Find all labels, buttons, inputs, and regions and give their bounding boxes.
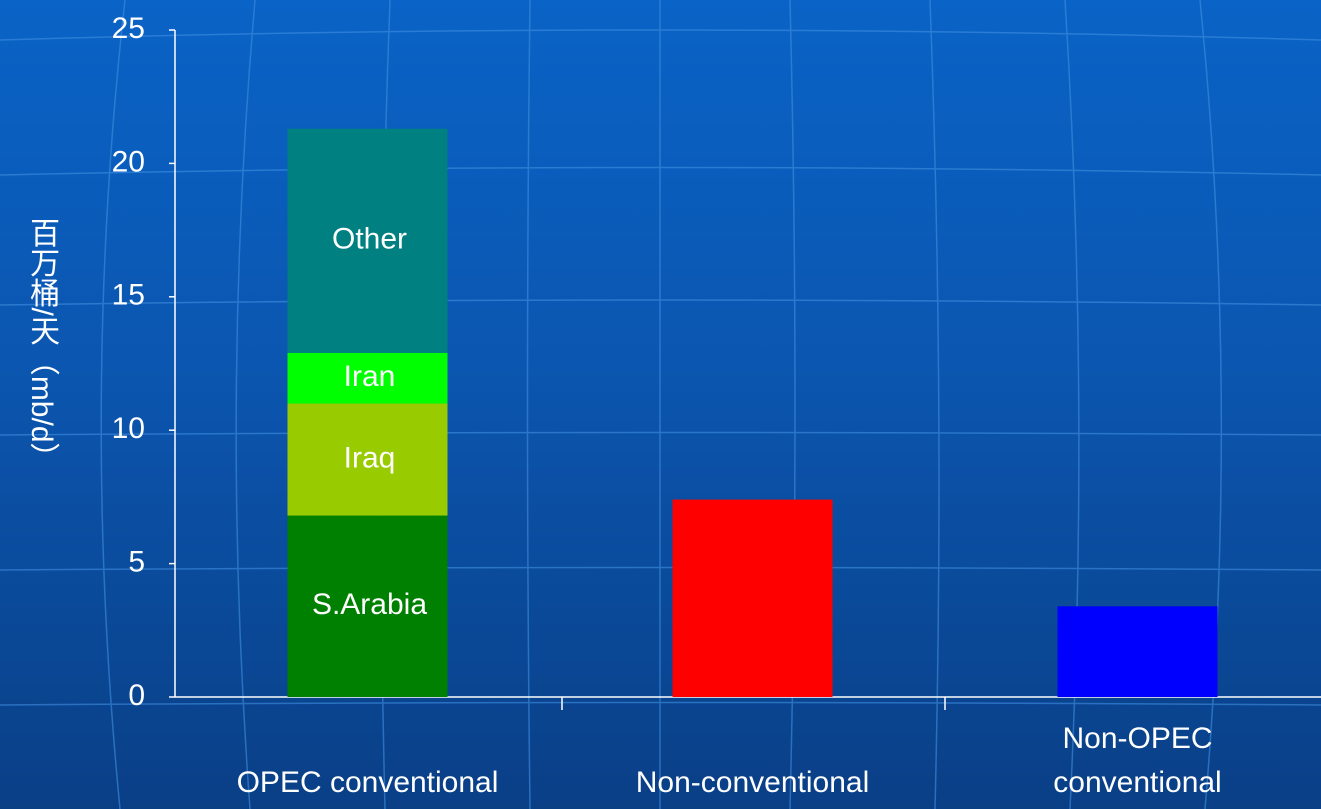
bar-segment [287, 403, 448, 516]
segment-label: S.Arabia [312, 588, 427, 621]
bar-segment [287, 128, 448, 353]
segment-label: Iran [344, 360, 396, 393]
segment-label: Iraq [344, 441, 396, 474]
y-tick-label: 10 [112, 412, 145, 445]
y-tick-label: 20 [112, 145, 145, 178]
y-tick-label: 15 [112, 279, 145, 312]
y-tick-label: 5 [128, 546, 145, 579]
y-axis-label: 百万桶/天（mb/d） [25, 217, 60, 472]
x-tick-label: OPEC conventional [236, 766, 499, 799]
y-tick-label: 25 [112, 12, 145, 45]
bar-segment [672, 499, 833, 697]
bar-segment [1057, 606, 1218, 697]
bar-segment [287, 515, 448, 697]
bar-segment [287, 352, 448, 404]
x-tick-label: Non-conventional [635, 766, 870, 799]
y-tick-label: 0 [128, 679, 145, 712]
segment-label: Other [332, 223, 407, 256]
x-tick-label: Non-OPEC conventional [1053, 722, 1222, 799]
